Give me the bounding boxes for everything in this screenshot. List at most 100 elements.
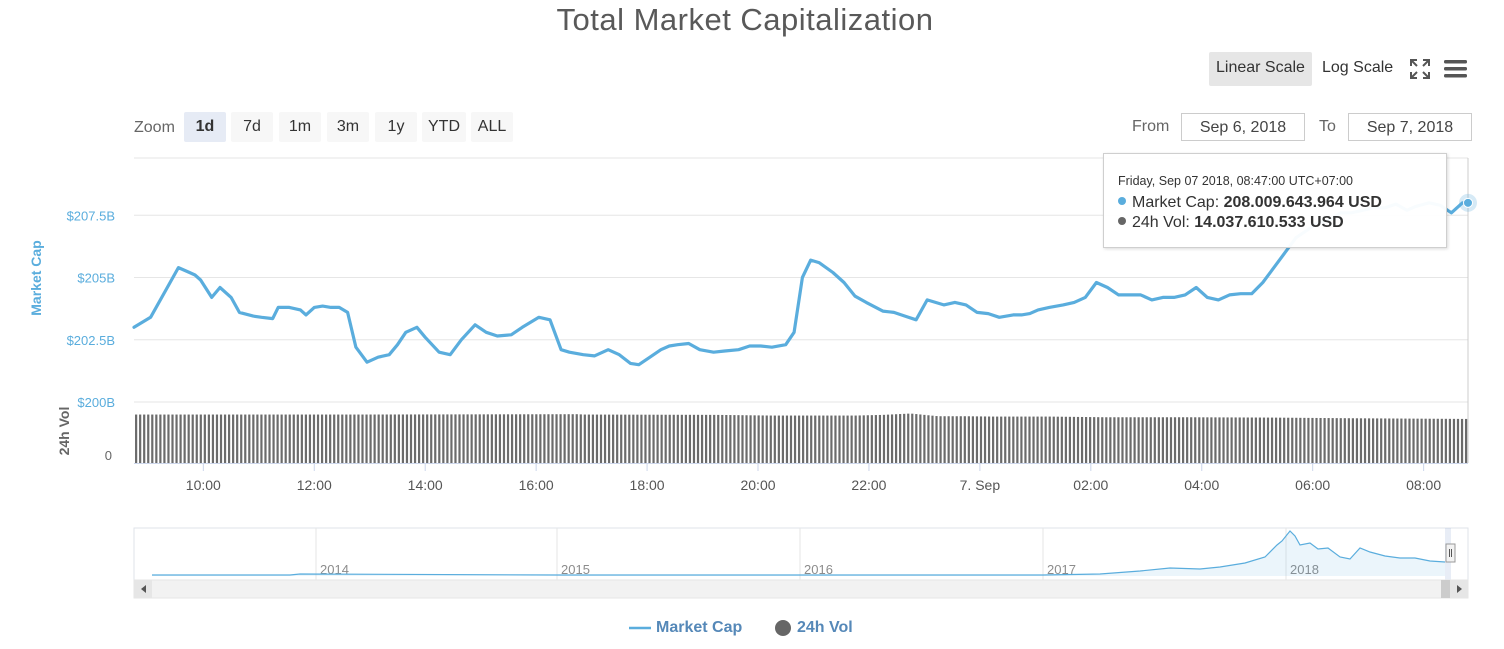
volume-bar [668,414,671,463]
volume-bar [1145,417,1148,463]
volume-bar [911,413,914,463]
volume-bar [1040,416,1043,463]
volume-bar [628,414,631,463]
volume-bar [587,414,590,463]
zoom-all-button[interactable]: ALL [471,112,513,142]
navigator: 2014 2015 2016 2017 2018 [133,527,1469,599]
volume-bar [1028,416,1031,463]
range-to-input[interactable]: Sep 7, 2018 [1348,113,1472,141]
volume-bar [854,415,857,463]
volume-bar [967,416,970,463]
volume-bar [1270,417,1274,463]
zoom-label: Zoom [134,119,175,136]
log-scale-button[interactable]: Log Scale [1322,59,1394,76]
volume-bar [381,414,384,463]
hamburger-menu-icon[interactable] [1443,57,1469,81]
volume-bar [1250,417,1253,463]
linear-scale-button[interactable]: Linear Scale [1209,52,1312,86]
volume-bar [466,414,469,463]
vol-tick-label: 0 [105,448,112,463]
volume-bar [1206,417,1209,463]
volume-bar [1105,417,1108,463]
volume-bar [171,414,174,463]
zoom-1y-button[interactable]: 1y [375,112,417,142]
volume-bar [292,414,295,463]
volume-bar [539,414,542,463]
volume-bar [478,414,481,463]
volume-bar [830,415,833,463]
x-tick-label: 08:00 [1406,477,1441,493]
volume-bar [624,414,627,463]
volume-bar [1339,418,1342,463]
volume-bar [1076,416,1080,463]
volume-bar [781,415,785,463]
navigator-handle[interactable] [1445,543,1456,563]
zoom-7d-button[interactable]: 7d [231,112,273,142]
x-tick-label: 04:00 [1184,477,1219,493]
volume-bar [1165,417,1169,463]
volume-bar [1210,417,1213,463]
volume-bar [1194,417,1197,463]
volume-bar [1355,418,1359,463]
volume-bar [1335,418,1338,463]
volume-bar [680,414,683,463]
scrollbar-thumb[interactable] [1441,580,1450,598]
zoom-3m-button[interactable]: 3m [327,112,369,142]
volume-bar [1064,416,1067,463]
volume-bar [692,414,696,463]
legend-item-24h-vol[interactable]: 24h Vol [774,619,853,637]
volume-bar [195,414,198,463]
market-cap-line [132,201,1470,367]
volume-bar [510,414,514,463]
volume-bar [1400,418,1403,463]
volume-bar [599,414,603,463]
volume-bar [252,414,255,463]
volume-bar [777,415,780,463]
volume-bar [1113,417,1116,463]
volume-bar [1020,416,1023,463]
volume-bar [353,414,356,463]
volume-bar [139,414,142,463]
fullscreen-icon[interactable] [1408,57,1432,81]
volume-bar [1420,418,1423,463]
volume-bar [219,414,223,463]
volume-bar [244,414,247,463]
volume-bar [1060,416,1063,463]
zoom-ytd-button[interactable]: YTD [422,112,466,142]
navigator-year-label: 2017 [1047,562,1076,577]
zoom-1m-button[interactable]: 1m [279,112,321,142]
volume-bar [1359,418,1363,463]
volume-bar [1016,416,1019,463]
volume-bar [280,414,283,463]
zoom-1d-button[interactable]: 1d [184,112,226,142]
legend-line-icon [629,626,651,630]
volume-bar [349,414,352,463]
volume-bar [729,415,732,463]
volume-bar [640,414,643,463]
legend-item-market-cap[interactable]: Market Cap [629,619,742,637]
volume-bar [1097,417,1100,463]
volume-bar [1412,418,1415,463]
navigator-scrollbar[interactable] [133,579,1469,599]
volume-bar [595,414,599,463]
volume-bar [644,414,647,463]
volume-bar [329,414,332,463]
volume-bar [1052,416,1055,463]
volume-bar [717,414,720,463]
volume-bar [1214,417,1217,463]
volume-bar [632,414,635,463]
volume-bar [1258,417,1262,463]
volume-bar [143,414,146,463]
x-tick-label: 10:00 [186,477,221,493]
chart-legend: Market Cap 24h Vol [0,619,1504,639]
volume-bar [308,414,312,463]
volume-bar [519,414,522,463]
volume-bar [438,414,441,463]
volume-bar [721,414,724,463]
volume-bar [579,414,582,463]
volume-bar [1084,417,1088,463]
volume-bar [1291,417,1294,463]
axis-labels: $200B $202.5B $205B $207.5B 0 10:00 12:00 14:00… [67,208,1442,493]
range-from-input[interactable]: Sep 6, 2018 [1181,113,1305,141]
volume-bar [987,416,991,463]
